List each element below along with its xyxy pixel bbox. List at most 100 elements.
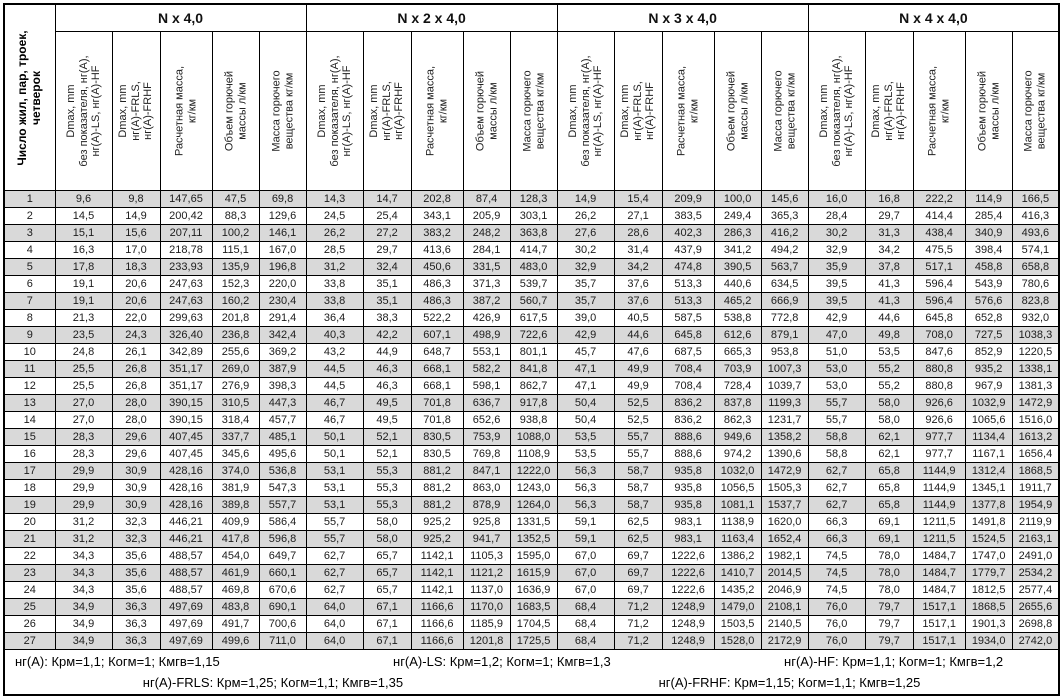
cell: 62,5	[613, 513, 663, 531]
column-header: Масса горючего вещества кг/км	[760, 31, 809, 191]
cell: 17,8	[54, 258, 113, 276]
cell: 68,4	[556, 632, 615, 650]
cell: 55,7	[305, 530, 364, 548]
cell: 1222,6	[661, 581, 715, 599]
cell: 167,0	[258, 241, 307, 259]
cell: 1911,7	[1011, 479, 1060, 497]
cell: 41,3	[864, 275, 914, 293]
cell: 847,1	[462, 462, 511, 480]
cell: 44,5	[305, 360, 364, 378]
cell: 1248,9	[661, 632, 715, 650]
cell: 513,3	[661, 292, 715, 310]
cell: 46,3	[362, 377, 412, 395]
cell: 1901,3	[964, 615, 1013, 633]
cell: 58,8	[807, 445, 866, 463]
cell: 28,5	[305, 241, 364, 259]
cell: 67,0	[556, 547, 615, 565]
cell: 53,0	[807, 377, 866, 395]
cell: 852,9	[964, 343, 1013, 361]
cell: 722,6	[509, 326, 558, 344]
table-footer: нг(А): Крм=1,1; Когм=1; Кмгв=1,15 нг(А)-…	[3, 649, 1060, 696]
cell: 612,6	[713, 326, 762, 344]
cell: 836,2	[661, 394, 715, 412]
group-header-nx4x4: N x 4 x 4,0	[807, 3, 1060, 32]
table-row: 13 27,0 28,0 390,15 310,5 447,3 46,7 49,5 701,8 6…	[3, 394, 1060, 412]
cell: 1032,9	[964, 394, 1013, 412]
cell: 1517,1	[912, 615, 966, 633]
cell: 28,4	[807, 207, 866, 225]
cell: 37,8	[864, 258, 914, 276]
cell: 276,9	[211, 377, 260, 395]
cell: 497,69	[159, 615, 213, 633]
cell: 560,7	[509, 292, 558, 310]
cell: 35,6	[111, 581, 161, 599]
cell: 2742,0	[1011, 632, 1060, 650]
cell: 454,0	[211, 547, 260, 565]
cell: 310,5	[211, 394, 260, 412]
table-row: 2 14,5 14,9 200,42 88,3 129,6 24,5 25,4 343,1 205…	[3, 207, 1060, 225]
cell: 71,2	[613, 615, 663, 633]
cell: 553,1	[462, 343, 511, 361]
cell: 649,7	[258, 547, 307, 565]
cell: 582,2	[462, 360, 511, 378]
cell: 62,7	[807, 496, 866, 514]
cell: 711,0	[258, 632, 307, 650]
cell: 218,78	[159, 241, 213, 259]
cell: 1134,4	[964, 428, 1013, 446]
cell: 407,45	[159, 445, 213, 463]
table-row: 6 19,1 20,6 247,63 152,3 220,0 33,8 35,1 486,3 37…	[3, 275, 1060, 293]
cell: 1038,3	[1011, 326, 1060, 344]
cell: 1503,5	[713, 615, 762, 633]
cell: 49,9	[613, 360, 663, 378]
column-header-label: Dmax, mm нг(А)-FRLS, нг(А)-FRHF	[619, 81, 657, 141]
cell: 18,3	[111, 258, 161, 276]
column-header-label: Dmax, mm без показателя, нг(А), нг(А)-LS…	[64, 55, 102, 167]
cell: 974,2	[713, 445, 762, 463]
cell: 29,7	[864, 207, 914, 225]
cell: 39,5	[807, 275, 866, 293]
cell: 68,4	[556, 615, 615, 633]
cell: 390,15	[159, 411, 213, 429]
cell: 1620,0	[760, 513, 809, 531]
cell: 498,9	[462, 326, 511, 344]
cell: 41,3	[864, 292, 914, 310]
cell: 49,9	[613, 377, 663, 395]
cell: 1056,5	[713, 479, 762, 497]
cell: 35,7	[556, 292, 615, 310]
cell: 69,7	[613, 564, 663, 582]
cell: 830,5	[410, 428, 464, 446]
cell: 50,1	[305, 428, 364, 446]
cell: 701,8	[410, 411, 464, 429]
cell: 26,8	[111, 360, 161, 378]
cell: 863,0	[462, 479, 511, 497]
group-header-nx2x4: N x 2 x 4,0	[305, 3, 558, 32]
cell: 49,5	[362, 394, 412, 412]
cell: 44,5	[305, 377, 364, 395]
row-number: 5	[3, 258, 56, 276]
column-header: Объем горючей массы л/км	[462, 31, 511, 191]
group-header-nx3x4: N x 3 x 4,0	[556, 3, 809, 32]
cell: 414,7	[509, 241, 558, 259]
cell: 166,5	[1011, 190, 1060, 208]
column-header-label: Объем горючей массы л/км	[724, 70, 750, 152]
cell: 1338,1	[1011, 360, 1060, 378]
cell: 331,5	[462, 258, 511, 276]
group-header-nx4: N x 4,0	[54, 3, 307, 32]
cell: 30,9	[111, 462, 161, 480]
row-number: 10	[3, 343, 56, 361]
cell: 862,7	[509, 377, 558, 395]
cell: 1222,6	[661, 547, 715, 565]
cell: 35,6	[111, 564, 161, 582]
cell: 31,2	[305, 258, 364, 276]
cell: 337,7	[211, 428, 260, 446]
cell: 222,2	[912, 190, 966, 208]
cell: 62,7	[807, 462, 866, 480]
cell: 390,15	[159, 394, 213, 412]
cell: 475,5	[912, 241, 966, 259]
row-number: 26	[3, 615, 56, 633]
cell: 485,1	[258, 428, 307, 446]
row-number: 8	[3, 309, 56, 327]
cell: 64,0	[305, 598, 364, 616]
cell: 47,1	[556, 360, 615, 378]
cell: 36,3	[111, 632, 161, 650]
